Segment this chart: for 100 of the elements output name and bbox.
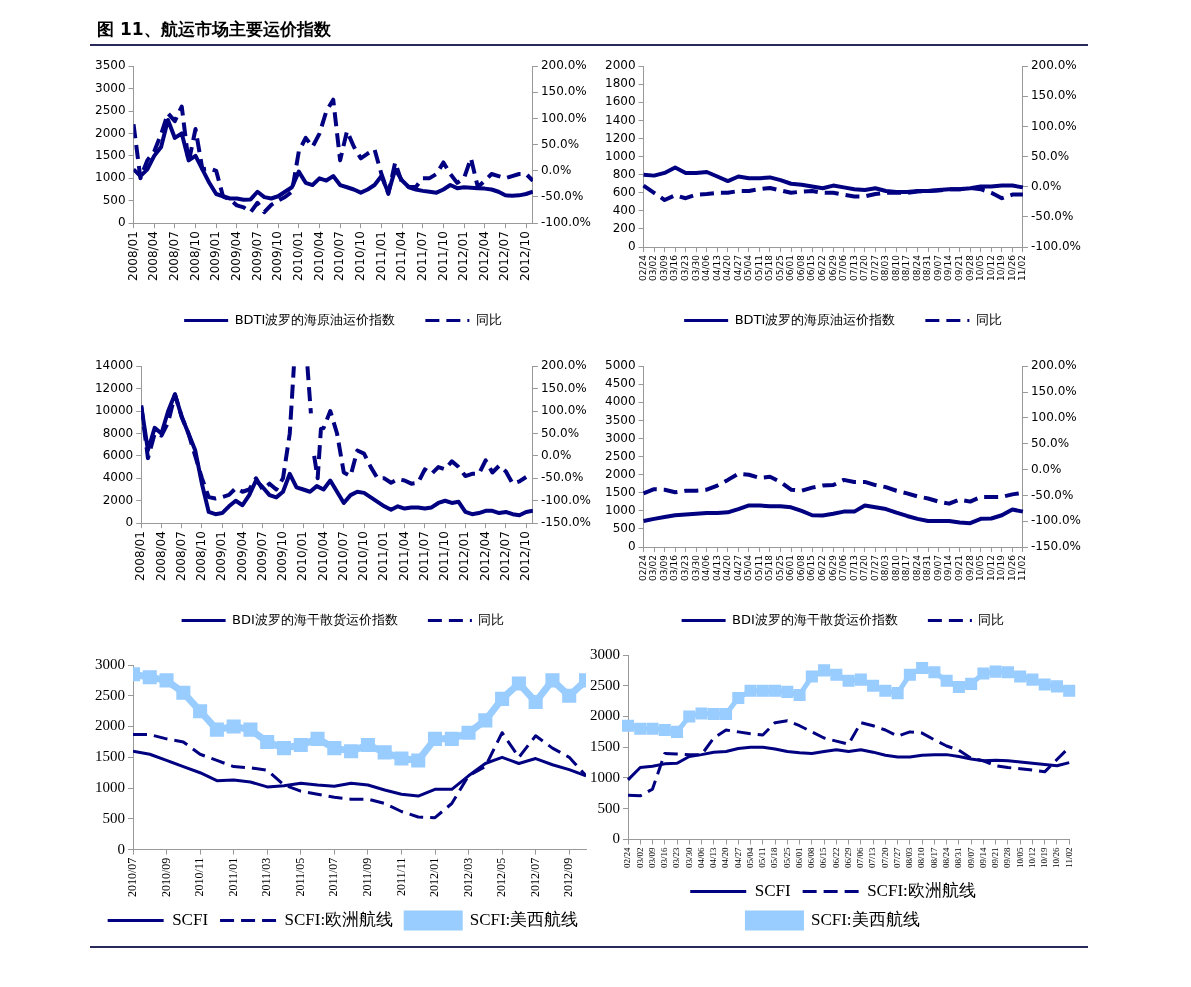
x-tick-label: 2011/01 xyxy=(225,857,240,897)
x-tick-label: 2008/10 xyxy=(187,231,202,282)
x-tick-label: 10/05 xyxy=(1014,847,1025,869)
x-tick-label: 04/13 xyxy=(708,847,719,869)
y2-tick-label: 0.0% xyxy=(540,162,572,177)
x-tick-label: 07/13 xyxy=(867,847,878,869)
x-tick-label: 2012/09 xyxy=(561,857,576,898)
point xyxy=(977,667,990,680)
x-tick-label: 08/17 xyxy=(928,847,939,869)
x-tick-label: 2011/04 xyxy=(396,531,411,582)
x-tick-label: 2010/10 xyxy=(352,231,367,282)
y-tick-label: 1000 xyxy=(94,170,126,185)
x-tick-label: 05/04 xyxy=(743,254,754,281)
y-tick-label: 5000 xyxy=(604,358,636,373)
chart-title: 图 11、航运市场主要运价指数 xyxy=(97,18,331,41)
x-tick-label: 03/09 xyxy=(646,847,657,869)
point xyxy=(683,710,696,723)
point xyxy=(209,722,224,737)
x-tick-label: 11/02 xyxy=(1017,255,1028,281)
y2-tick-label: 200.0% xyxy=(1030,58,1077,73)
point xyxy=(842,674,855,687)
y-tick-label: 4500 xyxy=(604,376,636,391)
x-tick-label: 2011/07 xyxy=(326,857,341,897)
point xyxy=(695,707,708,720)
y2-tick-label: 0.0% xyxy=(1030,461,1062,476)
point xyxy=(830,668,843,681)
x-tick-label: 2010/07 xyxy=(332,231,347,282)
x-tick-label: 02/24 xyxy=(622,847,633,869)
x-tick-label: 05/04 xyxy=(743,554,754,581)
point xyxy=(562,688,577,703)
y-tick-label: 0 xyxy=(627,239,636,254)
x-tick-label: 2012/04 xyxy=(477,531,492,582)
x-tick-label: 06/29 xyxy=(827,554,838,581)
x-tick-label: 10/19 xyxy=(1039,847,1050,869)
x-tick-label: 2010/07 xyxy=(125,857,140,898)
x-tick-label: 03/02 xyxy=(634,847,645,869)
y-tick-label: 4000 xyxy=(604,394,636,409)
x-tick-label: 2010/04 xyxy=(315,531,330,582)
x-tick-label: 05/18 xyxy=(764,254,775,281)
point xyxy=(276,741,292,756)
y-tick-label: 1500 xyxy=(590,738,620,755)
y-tick-label: 1000 xyxy=(95,779,125,796)
x-tick-label: 2012/04 xyxy=(476,231,491,282)
y-tick-label: 1500 xyxy=(94,148,126,163)
y-tick-label: 2500 xyxy=(95,686,125,703)
y2-tick-label: -50.0% xyxy=(540,470,584,485)
point xyxy=(1014,670,1027,683)
x-tick-label: 10/26 xyxy=(1006,254,1017,281)
x-tick-label: 08/31 xyxy=(953,847,964,869)
legend-label: 同比 xyxy=(975,311,1002,327)
x-tick-label: 2012/01 xyxy=(427,857,442,898)
point xyxy=(940,674,953,687)
x-tick-label: 2009/01 xyxy=(208,231,223,282)
x-tick-label: 04/27 xyxy=(732,555,743,581)
x-tick-label: 10/26 xyxy=(1006,554,1017,581)
x-tick-label: 2012/10 xyxy=(518,531,533,582)
x-tick-label: 2009/10 xyxy=(270,231,285,282)
x-tick-label: 07/20 xyxy=(879,847,890,869)
point xyxy=(903,668,916,681)
y-tick-label: 500 xyxy=(612,521,636,536)
point xyxy=(1050,680,1063,693)
point xyxy=(344,744,359,759)
x-tick-label: 2008/04 xyxy=(146,231,161,282)
x-tick-label: 2011/05 xyxy=(292,857,307,897)
x-tick-label: 2010/01 xyxy=(295,531,310,582)
x-tick-label: 09/21 xyxy=(954,555,965,581)
x-tick-label: 03/23 xyxy=(680,555,691,581)
y-tick-label: 3000 xyxy=(94,80,126,95)
x-tick-label: 2011/09 xyxy=(360,857,375,897)
point xyxy=(511,676,526,691)
x-tick-label: 08/10 xyxy=(890,254,901,281)
x-tick-label: 09/28 xyxy=(964,554,975,581)
x-tick-label: 03/09 xyxy=(658,554,669,581)
point xyxy=(891,687,904,700)
legend-label: SCFI:美西航线 xyxy=(469,909,579,929)
x-tick-label: 03/16 xyxy=(669,554,680,581)
x-tick-label: 04/27 xyxy=(732,847,743,869)
x-tick-label: 09/21 xyxy=(954,255,965,281)
legend-label: 同比 xyxy=(475,311,502,327)
x-tick-label: 09/07 xyxy=(932,555,943,581)
y-tick-label: 800 xyxy=(612,166,636,181)
x-tick-label: 2011/07 xyxy=(416,531,431,582)
y-tick-label: 12000 xyxy=(94,380,134,395)
y-tick-label: 500 xyxy=(102,192,126,207)
x-tick-label: 2009/10 xyxy=(275,531,290,582)
x-tick-label: 06/29 xyxy=(842,847,853,869)
x-tick-label: 02/24 xyxy=(637,554,648,581)
point xyxy=(805,670,818,683)
y-tick-label: 0 xyxy=(125,515,134,530)
x-tick-label: 09/14 xyxy=(943,254,954,281)
x-tick-label: 04/20 xyxy=(722,554,733,581)
x-tick-label: 07/20 xyxy=(859,554,870,581)
y-tick-label: 1800 xyxy=(604,76,636,91)
y-tick-label: 2500 xyxy=(604,448,636,463)
x-tick-label: 10/12 xyxy=(1026,847,1037,869)
x-tick-label: 2009/07 xyxy=(249,231,264,282)
y-tick-label: 6000 xyxy=(102,448,134,463)
y-tick-label: 1000 xyxy=(604,148,636,163)
x-tick-label: 2012/01 xyxy=(456,231,471,282)
x-tick-label: 05/11 xyxy=(753,255,764,281)
